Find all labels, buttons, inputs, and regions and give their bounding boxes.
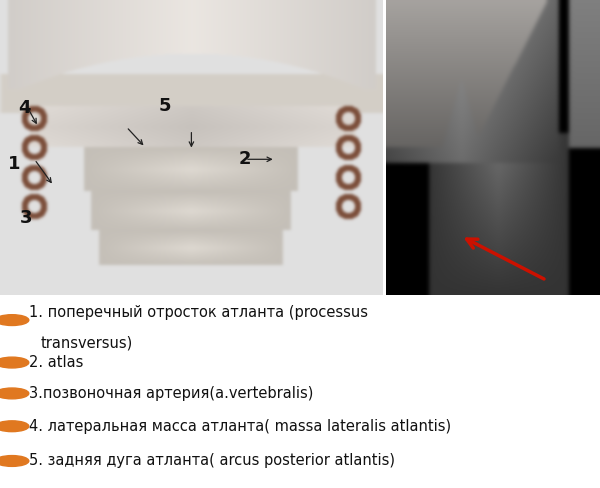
Text: 5. задняя дуга атланта( arcus posterior atlantis): 5. задняя дуга атланта( arcus posterior …	[29, 453, 395, 468]
Text: 2. atlas: 2. atlas	[29, 355, 83, 370]
Text: 3: 3	[20, 209, 32, 227]
Text: transversus): transversus)	[41, 336, 133, 351]
Circle shape	[0, 388, 29, 399]
Text: 4. латеральная масса атланта( massa lateralis atlantis): 4. латеральная масса атланта( massa late…	[29, 419, 451, 434]
Circle shape	[0, 421, 29, 432]
Text: 2: 2	[239, 150, 251, 168]
Circle shape	[0, 456, 29, 467]
Text: 3.позвоночная артерия(a.vertebralis): 3.позвоночная артерия(a.vertebralis)	[29, 386, 313, 401]
Text: 1. поперечный отросток атланта (processus: 1. поперечный отросток атланта (processu…	[29, 305, 368, 320]
Text: 4: 4	[18, 99, 31, 117]
Text: 5: 5	[158, 97, 171, 115]
Circle shape	[0, 315, 29, 325]
Text: 1: 1	[8, 155, 21, 173]
Circle shape	[0, 357, 29, 368]
